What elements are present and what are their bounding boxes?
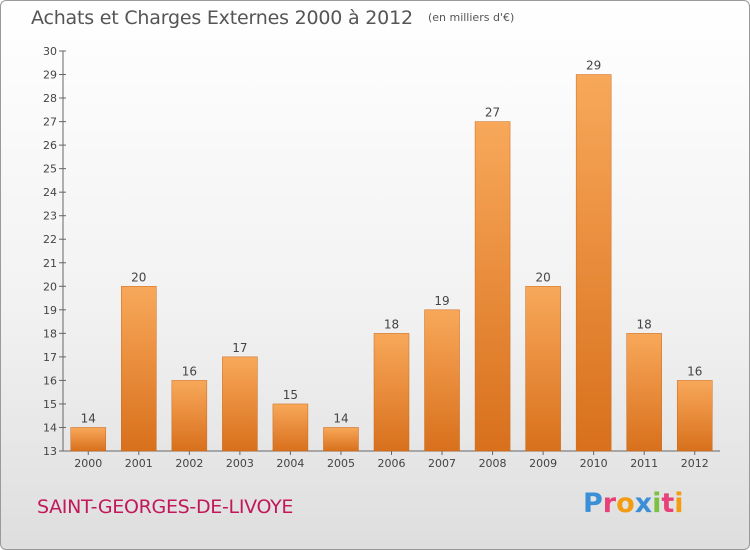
chart-subtitle: (en milliers d'€) <box>427 11 515 24</box>
bar-2002 <box>171 380 208 452</box>
x-tick-label: 2009 <box>529 457 557 470</box>
data-label-2001: 20 <box>131 270 146 284</box>
logo-letter: o <box>616 488 635 519</box>
y-tick-label: 23 <box>43 210 57 223</box>
data-label-2002: 16 <box>182 364 197 378</box>
bars-group <box>70 74 713 452</box>
x-tick-label: 2001 <box>125 457 153 470</box>
y-tick-label: 30 <box>43 45 57 58</box>
y-tick-label: 20 <box>43 280 57 293</box>
logo-letter: i <box>674 488 684 519</box>
x-tick-label: 2007 <box>428 457 456 470</box>
data-label-2004: 15 <box>283 388 298 402</box>
data-label-2011: 18 <box>637 317 652 331</box>
x-tick-label: 2005 <box>327 457 355 470</box>
bar-2006 <box>373 333 410 452</box>
y-tick-label: 19 <box>43 304 57 317</box>
y-tick-label: 27 <box>43 116 57 129</box>
y-tick-label: 24 <box>43 186 57 199</box>
logo-letter: r <box>602 488 617 519</box>
x-tick-label: 2006 <box>378 457 406 470</box>
x-tick-label: 2010 <box>580 457 608 470</box>
y-tick-label: 26 <box>43 139 57 152</box>
data-label-2005: 14 <box>333 411 348 425</box>
x-tick-label: 2012 <box>681 457 709 470</box>
bar-2008 <box>474 121 511 452</box>
bar-2009 <box>525 286 561 452</box>
chart-title: Achats et Charges Externes 2000 à 2012 <box>31 7 413 29</box>
x-tick-label: 2000 <box>74 457 102 470</box>
commune-name: SAINT-GEORGES-DE-LIVOYE <box>37 496 294 518</box>
data-label-2007: 19 <box>434 294 449 308</box>
bar-2001 <box>121 286 157 452</box>
y-tick-label: 25 <box>43 163 57 176</box>
data-label-2000: 14 <box>81 411 96 425</box>
y-tick-label: 22 <box>43 233 57 246</box>
y-tick-label: 14 <box>43 421 57 434</box>
bar-2000 <box>70 427 107 452</box>
x-tick-label: 2004 <box>276 457 304 470</box>
data-label-2003: 17 <box>232 341 247 355</box>
data-label-2010: 29 <box>586 59 601 73</box>
x-tick-label: 2002 <box>175 457 203 470</box>
bar-2010 <box>575 74 612 452</box>
data-label-2009: 20 <box>535 270 550 284</box>
y-tick-label: 18 <box>43 327 57 340</box>
x-tick-label: 2008 <box>479 457 507 470</box>
data-label-2006: 18 <box>384 317 399 331</box>
proxiti-logo[interactable]: Proxiti <box>583 488 684 519</box>
bar-2012 <box>676 380 713 452</box>
y-tick-label: 29 <box>43 69 57 82</box>
y-tick-label: 13 <box>43 445 57 458</box>
logo-letter: P <box>583 488 603 519</box>
bar-2003 <box>222 356 258 452</box>
y-tick-label: 16 <box>43 374 57 387</box>
y-tick-label: 21 <box>43 257 57 270</box>
data-label-2008: 27 <box>485 106 500 120</box>
bar-2011 <box>626 333 662 452</box>
bar-2005 <box>323 427 359 452</box>
title-row: Achats et Charges Externes 2000 à 2012 (… <box>31 7 514 29</box>
x-tick-label: 2011 <box>630 457 658 470</box>
y-tick-label: 15 <box>43 398 57 411</box>
x-tick-label: 2003 <box>226 457 254 470</box>
y-tick-label: 17 <box>43 351 57 364</box>
bar-2004 <box>272 403 309 452</box>
bar-2007 <box>424 309 460 452</box>
y-tick-label: 28 <box>43 92 57 105</box>
logo-letter: i <box>652 488 662 519</box>
logo-letter: t <box>661 488 675 519</box>
logo-letter: x <box>634 488 653 519</box>
data-label-2012: 16 <box>687 364 702 378</box>
labels-group: 14 20 16 17 15 14 18 19 27 20 29 18 16 <box>81 59 703 426</box>
